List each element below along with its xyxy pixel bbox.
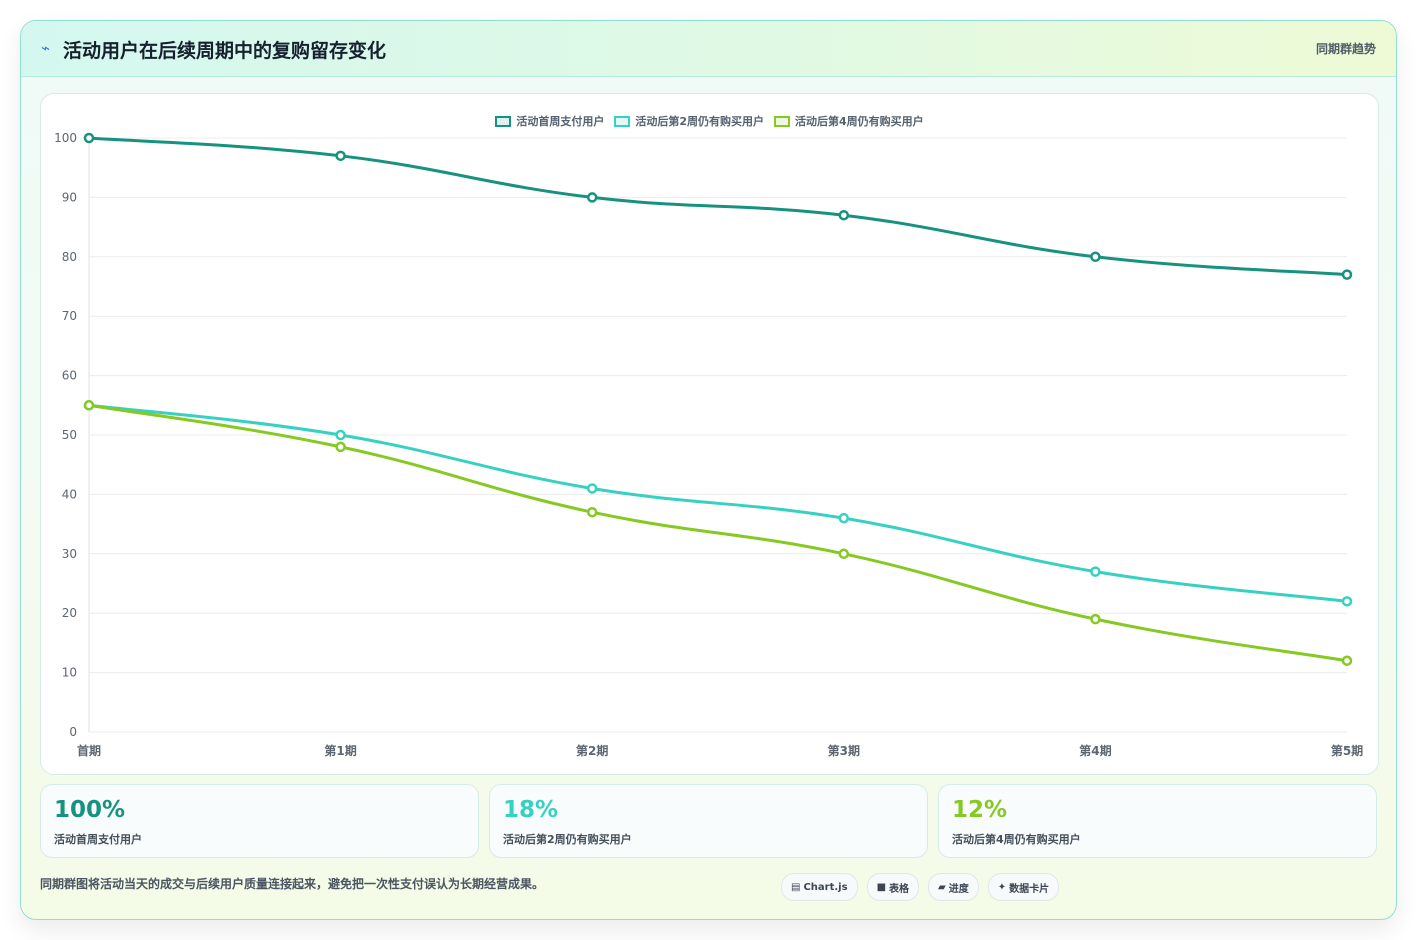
- cohort-card: ⌁ 活动用户在后续周期中的复购留存变化 同期群趋势 活动首周支付用户活动后第2周…: [20, 20, 1397, 920]
- y-tick-label: 90: [62, 190, 77, 204]
- data-point: [335, 150, 346, 162]
- data-point: [586, 483, 598, 494]
- data-point: [1341, 596, 1353, 607]
- data-point: [335, 441, 346, 453]
- y-tick-label: 60: [62, 369, 77, 383]
- y-tick-label: 100: [54, 131, 77, 145]
- data-point: [335, 429, 346, 441]
- stat-label: 活动后第4周仍有购买用户: [952, 833, 1081, 846]
- series-line: [87, 403, 1349, 663]
- data-point: [1090, 566, 1101, 577]
- stat-card-first-week: 100% 活动首周支付用户: [40, 784, 479, 858]
- lightning-icon: ⌁: [41, 39, 51, 57]
- x-tick-label: 第3期: [828, 743, 860, 758]
- x-tick-label: 第1期: [324, 743, 356, 758]
- chart-panel: 活动首周支付用户 活动后第2周仍有购买用户 活动后第4周仍有购买用户 0 10 20 30…: [40, 93, 1379, 775]
- data-point: [838, 209, 850, 221]
- stat-label: 活动后第2周仍有购买用户: [503, 833, 632, 846]
- data-point: [1090, 613, 1101, 625]
- data-point: [83, 400, 95, 411]
- legend-item[interactable]: 活动后第2周仍有购买用户: [614, 113, 764, 129]
- chip-label: 表格: [889, 883, 910, 895]
- series-line: [87, 403, 1349, 603]
- y-tick-label: 50: [62, 428, 77, 442]
- y-tick-label: 0: [69, 725, 77, 739]
- header-tag: 同期群趋势: [1315, 42, 1376, 56]
- y-tick-label: 70: [62, 309, 77, 323]
- stat-card-week4: 12% 活动后第4周仍有购买用户: [938, 784, 1377, 858]
- x-tick-label: 首期: [77, 743, 101, 758]
- legend-label: 活动后第4周仍有购买用户: [795, 115, 924, 128]
- chip-table[interactable]: ■ 表格: [866, 873, 920, 901]
- progress-icon: ▰: [938, 881, 946, 893]
- y-tick-label: 30: [62, 547, 77, 561]
- data-point: [1341, 269, 1353, 280]
- legend-label: 活动后第2周仍有购买用户: [635, 115, 764, 128]
- card-header: ⌁ 活动用户在后续周期中的复购留存变化 同期群趋势: [21, 21, 1396, 77]
- y-tick-label: 10: [62, 666, 77, 680]
- sparkle-icon: ✦: [997, 881, 1007, 893]
- tech-chips: ▤ Chart.js ■ 表格 ▰ 进度 ✦ 数据卡片: [781, 873, 1060, 901]
- chip-label: 数据卡片: [1009, 883, 1050, 895]
- stat-card-week2: 18% 活动后第2周仍有购买用户: [489, 784, 928, 858]
- stat-label: 活动首周支付用户: [54, 833, 142, 846]
- legend-item[interactable]: 活动首周支付用户: [495, 113, 604, 129]
- legend-swatch: [495, 115, 512, 127]
- legend-item[interactable]: 活动后第4周仍有购买用户: [774, 113, 924, 129]
- chart-legend: 活动首周支付用户 活动后第2周仍有购买用户 活动后第4周仍有购买用户: [41, 113, 1378, 129]
- square-icon: ■: [876, 881, 887, 893]
- legend-swatch: [774, 115, 790, 127]
- chip-label: Chart.js: [803, 881, 848, 893]
- data-point: [838, 548, 850, 560]
- stat-value: 18%: [503, 797, 559, 823]
- data-point: [586, 192, 598, 203]
- y-tick-label: 80: [62, 250, 77, 264]
- chip-progress[interactable]: ▰ 进度: [928, 873, 979, 901]
- data-point: [838, 512, 850, 524]
- chip-chartjs[interactable]: ▤ Chart.js: [781, 873, 858, 901]
- x-tick-label: 第2期: [576, 743, 608, 758]
- y-tick-label: 40: [62, 487, 77, 501]
- stat-value: 100%: [54, 797, 126, 823]
- data-point: [1090, 251, 1101, 263]
- footer-note: 同期群图将活动当天的成交与后续用户质量连接起来，避免把一次性支付误认为长期经营成…: [40, 877, 545, 891]
- data-point: [586, 506, 598, 518]
- chip-label: 进度: [948, 883, 969, 895]
- stat-value: 12%: [952, 797, 1008, 823]
- card-title: 活动用户在后续周期中的复购留存变化: [63, 40, 387, 62]
- x-tick-label: 第4期: [1079, 743, 1111, 758]
- line-chart: 0 10 20 30 40 50 60 70 80 90 100 首期 第1期 第2期 第3期 第4期 第5期: [54, 131, 1363, 758]
- legend-swatch: [614, 115, 631, 127]
- chart-icon: ▤: [791, 881, 801, 893]
- x-tick-label: 第5期: [1331, 743, 1363, 758]
- chip-data-card[interactable]: ✦ 数据卡片: [987, 873, 1060, 901]
- data-point: [83, 132, 95, 144]
- series-line: [87, 136, 1349, 277]
- y-tick-label: 20: [62, 606, 77, 620]
- legend-label: 活动首周支付用户: [516, 115, 605, 128]
- data-point: [1341, 655, 1353, 666]
